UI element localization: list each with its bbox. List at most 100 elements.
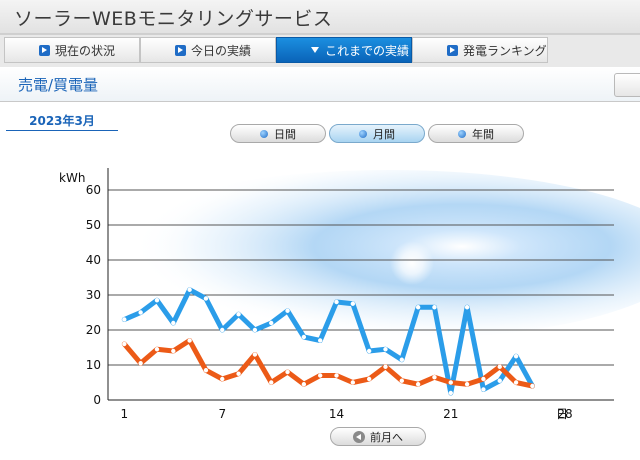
buy-series-point bbox=[269, 380, 274, 385]
buy-series-point bbox=[301, 382, 307, 387]
sell-series-point bbox=[285, 308, 290, 313]
buy-series-point bbox=[448, 380, 453, 385]
buy-series-point bbox=[530, 383, 535, 389]
sell-series-point bbox=[464, 305, 470, 310]
main-nav: 現在の状況 今日の実績 これまでの実績 発電ランキング bbox=[0, 34, 640, 68]
sell-series-point bbox=[122, 317, 127, 322]
sell-series-point bbox=[448, 390, 453, 396]
buy-series-point bbox=[481, 376, 486, 382]
chart-flare bbox=[390, 241, 434, 285]
section-action-button[interactable] bbox=[614, 73, 640, 97]
y-tick-label: 30 bbox=[86, 288, 101, 302]
tab-current-status[interactable]: 現在の状況 bbox=[4, 37, 140, 63]
buy-series-line bbox=[121, 338, 535, 389]
buy-series-point bbox=[154, 347, 160, 352]
sell-series-point bbox=[220, 327, 225, 333]
radio-icon bbox=[458, 129, 466, 138]
x-tick-label: 21 bbox=[443, 407, 458, 421]
x-tick-label: 28 bbox=[557, 407, 572, 421]
chart-glow-background bbox=[90, 170, 640, 340]
y-tick-label: 40 bbox=[86, 253, 101, 267]
app-header: ソーラーWEBモニタリングサービス bbox=[0, 0, 640, 34]
chevron-left-icon bbox=[353, 430, 365, 443]
sell-series-point bbox=[138, 310, 143, 315]
period-label: 月間 bbox=[373, 127, 395, 141]
sell-series-point bbox=[399, 357, 405, 362]
x-tick-labels: 1 7 14 21 28 bbox=[121, 407, 573, 421]
month-label: 2023年3月 bbox=[6, 112, 118, 131]
period-daily-button[interactable]: 日間 bbox=[230, 124, 326, 143]
buy-series-point bbox=[464, 382, 470, 387]
play-icon bbox=[175, 44, 186, 56]
buy-series-point bbox=[383, 364, 388, 369]
sell-series-point bbox=[432, 305, 437, 310]
x-tick-label: 14 bbox=[329, 407, 344, 421]
prev-month-label: 前月へ bbox=[370, 430, 403, 444]
tab-label: 発電ランキング bbox=[463, 43, 547, 58]
sell-series-point bbox=[203, 296, 209, 301]
x-axis-label: 日 bbox=[556, 407, 568, 421]
buy-series-point bbox=[366, 376, 372, 382]
series-layer bbox=[121, 287, 535, 396]
y-tick-label: 0 bbox=[93, 393, 101, 407]
chevron-down-icon bbox=[311, 47, 319, 53]
sell-series-point bbox=[252, 327, 258, 333]
tab-label: 現在の状況 bbox=[55, 43, 116, 58]
sell-series-point bbox=[513, 354, 519, 359]
sell-series-point bbox=[154, 298, 160, 303]
y-tick-label: 20 bbox=[86, 323, 101, 337]
section-title: 売電/買電量 bbox=[18, 76, 99, 94]
sell-series-point bbox=[171, 320, 176, 326]
y-tick-labels: 0 10 20 30 40 50 60 bbox=[86, 183, 101, 407]
radio-icon bbox=[359, 129, 367, 138]
buy-series-point bbox=[513, 380, 519, 385]
buy-series-point bbox=[252, 352, 258, 357]
buy-series-point bbox=[285, 369, 290, 375]
sell-series-point bbox=[269, 320, 274, 326]
period-yearly-button[interactable]: 年間 bbox=[428, 124, 524, 143]
y-tick-label: 10 bbox=[86, 358, 101, 372]
buy-series-point bbox=[171, 348, 176, 354]
tab-today-results[interactable]: 今日の実績 bbox=[140, 37, 276, 63]
sell-series-point bbox=[366, 348, 372, 354]
period-label: 日間 bbox=[274, 127, 296, 141]
sell-series-point bbox=[481, 387, 486, 392]
x-tick-label: 1 bbox=[121, 407, 129, 421]
buy-series-point bbox=[317, 373, 323, 378]
buy-series-point bbox=[138, 361, 143, 366]
radio-icon bbox=[260, 129, 268, 138]
sell-series-point bbox=[383, 347, 388, 352]
buy-series-point bbox=[236, 371, 241, 376]
sell-series-point bbox=[301, 334, 307, 340]
prev-month-button[interactable]: 前月へ bbox=[330, 427, 426, 446]
tab-label: 今日の実績 bbox=[191, 43, 252, 58]
sell-series-line bbox=[121, 287, 535, 396]
sell-series-point bbox=[415, 305, 421, 310]
tab-generation-ranking[interactable]: 発電ランキング bbox=[412, 37, 548, 63]
sell-series-point bbox=[350, 301, 356, 306]
x-tick-label: 7 bbox=[218, 407, 226, 421]
period-monthly-button[interactable]: 月間 bbox=[329, 124, 425, 143]
buy-series-point bbox=[432, 375, 437, 380]
buy-series-point bbox=[220, 376, 225, 382]
grid-lines bbox=[108, 189, 614, 366]
buy-series-point bbox=[350, 380, 356, 385]
buy-series-point bbox=[399, 378, 405, 383]
play-icon bbox=[447, 44, 458, 56]
y-tick-label: 50 bbox=[86, 218, 101, 232]
buy-series-point bbox=[497, 364, 502, 369]
sell-series-point bbox=[334, 299, 339, 305]
sell-series-point bbox=[187, 287, 192, 292]
y-tick-label: 60 bbox=[86, 183, 101, 197]
period-label: 年間 bbox=[472, 127, 494, 141]
tab-past-results[interactable]: これまでの実績 bbox=[276, 37, 412, 63]
energy-chart: kWh 日 0 10 20 30 40 50 60 1 7 14 21 28 bbox=[59, 168, 640, 421]
sell-series-point bbox=[236, 312, 241, 317]
buy-series-point bbox=[203, 368, 209, 373]
sell-series-point bbox=[497, 378, 502, 383]
tab-label: これまでの実績 bbox=[325, 43, 410, 58]
buy-series-point bbox=[415, 382, 421, 387]
buy-series-point bbox=[122, 341, 127, 347]
section-header: 売電/買電量 bbox=[0, 67, 640, 102]
app-title: ソーラーWEBモニタリングサービス bbox=[14, 8, 333, 30]
